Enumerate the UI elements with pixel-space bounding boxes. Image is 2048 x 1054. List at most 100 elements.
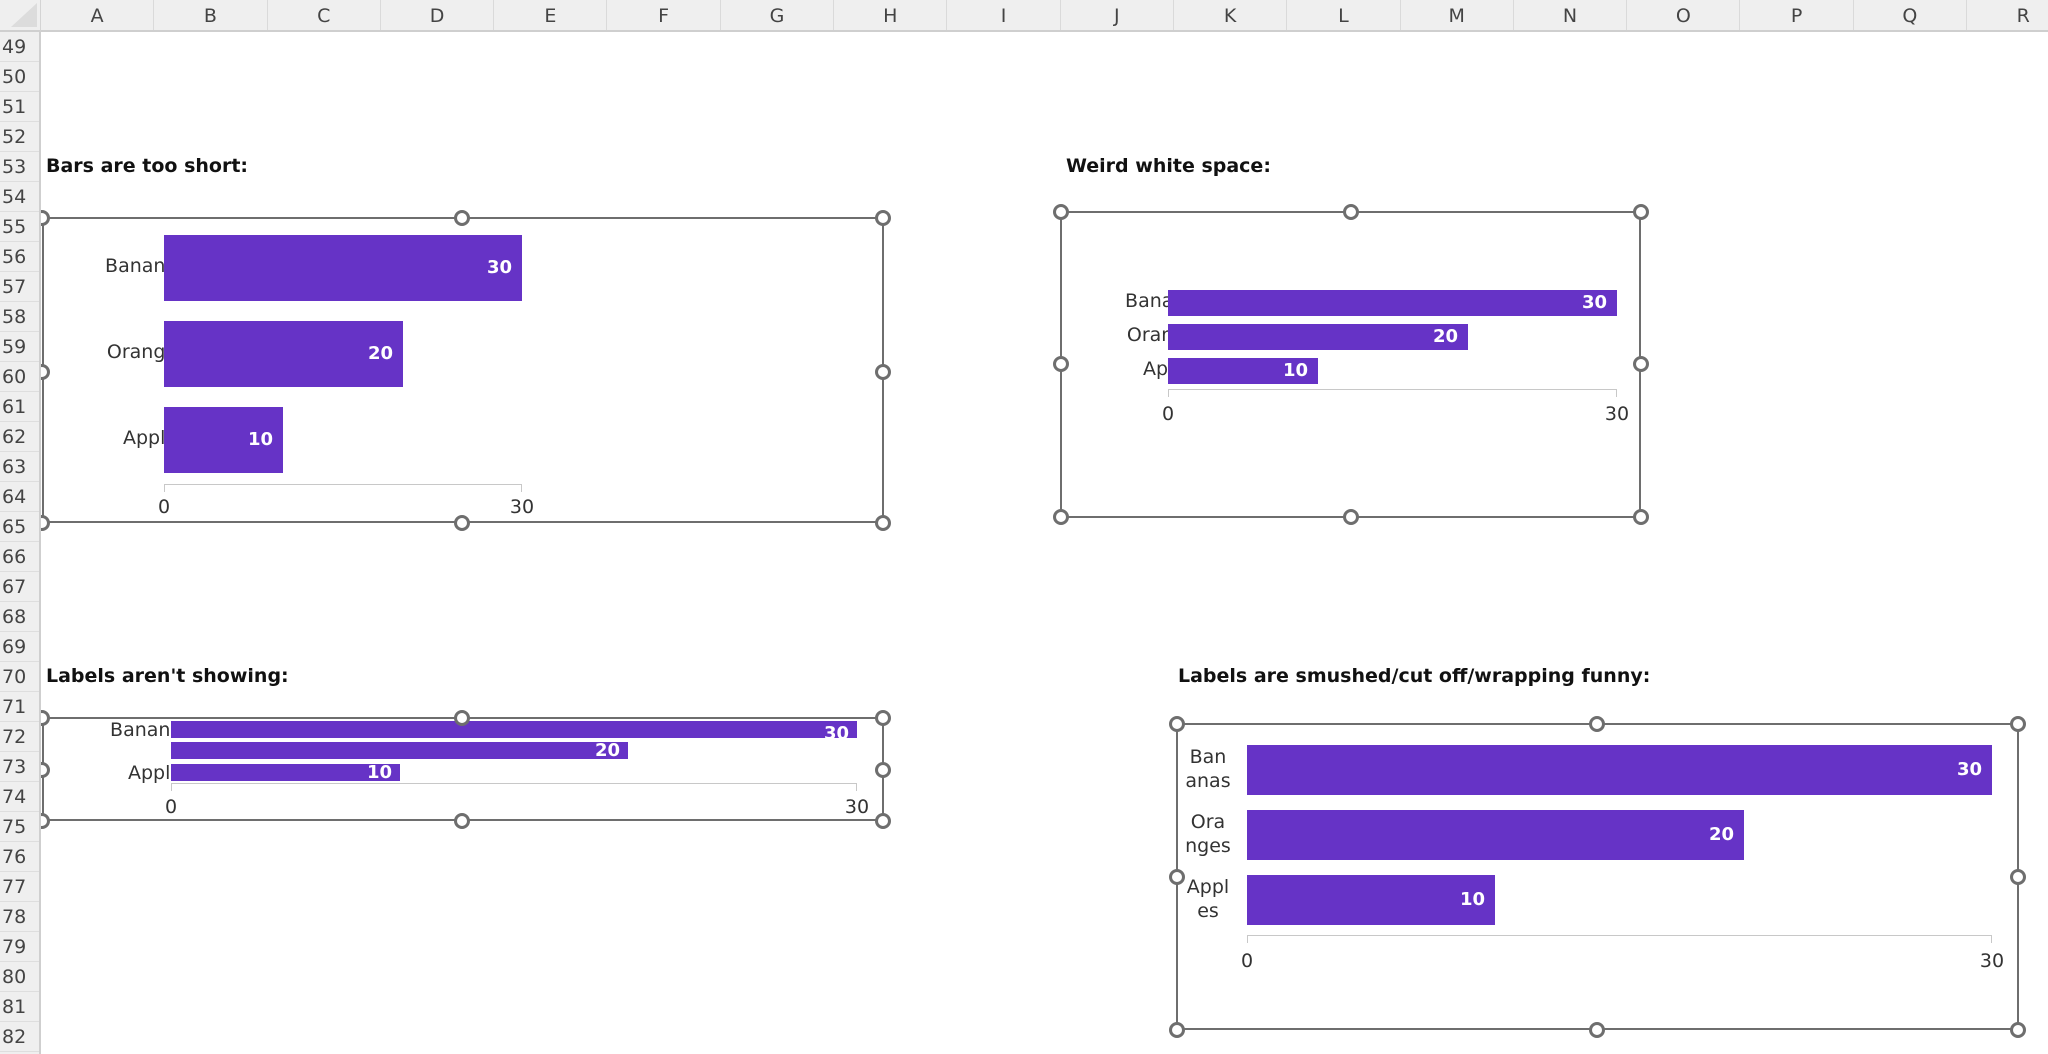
resize-handle-top-left[interactable] bbox=[1053, 204, 1069, 220]
row-header[interactable]: 71 bbox=[0, 692, 39, 722]
chart-4-frame[interactable]: Ban anas Ora nges Appl es 30 20 10 0 30 bbox=[1176, 723, 2019, 1030]
chart-3-frame[interactable]: Bananas Apples 30 20 10 0 30 bbox=[42, 717, 884, 821]
resize-handle-top-left[interactable] bbox=[41, 710, 50, 726]
row-header[interactable]: 74 bbox=[0, 782, 39, 812]
row-header[interactable]: 81 bbox=[0, 992, 39, 1022]
chart-2-bar-bananas[interactable]: 30 bbox=[1168, 290, 1617, 316]
resize-handle-top[interactable] bbox=[454, 710, 470, 726]
row-header[interactable]: 64 bbox=[0, 482, 39, 512]
resize-handle-top-right[interactable] bbox=[2010, 716, 2026, 732]
chart-2-bar-apples[interactable]: 10 bbox=[1168, 358, 1318, 384]
resize-handle-bottom-left[interactable] bbox=[1169, 1022, 1185, 1038]
column-header-o[interactable]: O bbox=[1627, 0, 1741, 30]
resize-handle-bottom[interactable] bbox=[1589, 1022, 1605, 1038]
chart-1-frame[interactable]: Bananas Oranges Apples 30 20 10 0 30 bbox=[42, 217, 884, 523]
row-header[interactable]: 52 bbox=[0, 122, 39, 152]
row-header[interactable]: 78 bbox=[0, 902, 39, 932]
chart-4-bar-oranges[interactable]: 20 bbox=[1247, 810, 1744, 860]
resize-handle-bottom-left[interactable] bbox=[41, 515, 50, 531]
row-header[interactable]: 82 bbox=[0, 1022, 39, 1052]
row-header[interactable]: 77 bbox=[0, 872, 39, 902]
row-header[interactable]: 63 bbox=[0, 452, 39, 482]
resize-handle-right[interactable] bbox=[875, 364, 891, 380]
row-header[interactable]: 58 bbox=[0, 302, 39, 332]
column-header-p[interactable]: P bbox=[1740, 0, 1854, 30]
chart-3-bar-apples[interactable]: 10 bbox=[171, 764, 400, 781]
resize-handle-right[interactable] bbox=[875, 762, 891, 778]
row-header[interactable]: 62 bbox=[0, 422, 39, 452]
column-header-a[interactable]: A bbox=[41, 0, 155, 30]
row-header[interactable]: 61 bbox=[0, 392, 39, 422]
row-header[interactable]: 80 bbox=[0, 962, 39, 992]
row-header[interactable]: 53 bbox=[0, 152, 39, 182]
row-header[interactable]: 57 bbox=[0, 272, 39, 302]
row-header[interactable]: 60 bbox=[0, 362, 39, 392]
column-header-b[interactable]: B bbox=[154, 0, 268, 30]
resize-handle-left[interactable] bbox=[1169, 869, 1185, 885]
row-header[interactable]: 68 bbox=[0, 602, 39, 632]
row-header[interactable]: 67 bbox=[0, 572, 39, 602]
resize-handle-top[interactable] bbox=[454, 210, 470, 226]
resize-handle-bottom-left[interactable] bbox=[41, 813, 50, 829]
row-header[interactable]: 66 bbox=[0, 542, 39, 572]
chart-4-bar-apples[interactable]: 10 bbox=[1247, 875, 1495, 925]
resize-handle-top-right[interactable] bbox=[875, 210, 891, 226]
resize-handle-top-right[interactable] bbox=[1633, 204, 1649, 220]
resize-handle-top-right[interactable] bbox=[875, 710, 891, 726]
column-header-q[interactable]: Q bbox=[1854, 0, 1968, 30]
row-header[interactable]: 49 bbox=[0, 32, 39, 62]
chart-3-bar-oranges[interactable]: 20 bbox=[171, 742, 628, 759]
chart-1-bar-oranges[interactable]: 20 bbox=[164, 321, 403, 387]
column-header-i[interactable]: I bbox=[947, 0, 1061, 30]
row-header[interactable]: 59 bbox=[0, 332, 39, 362]
column-header-g[interactable]: G bbox=[721, 0, 835, 30]
row-header[interactable]: 72 bbox=[0, 722, 39, 752]
column-header-m[interactable]: M bbox=[1401, 0, 1514, 30]
resize-handle-bottom-right[interactable] bbox=[875, 813, 891, 829]
chart-1-bar-apples[interactable]: 10 bbox=[164, 407, 283, 473]
resize-handle-bottom-right[interactable] bbox=[1633, 509, 1649, 525]
resize-handle-left[interactable] bbox=[41, 762, 50, 778]
row-header[interactable]: 55 bbox=[0, 212, 39, 242]
row-header[interactable]: 65 bbox=[0, 512, 39, 542]
resize-handle-top[interactable] bbox=[1343, 204, 1359, 220]
row-header[interactable]: 73 bbox=[0, 752, 39, 782]
column-header-e[interactable]: E bbox=[494, 0, 608, 30]
row-header[interactable]: 69 bbox=[0, 632, 39, 662]
chart-2-bar-oranges[interactable]: 20 bbox=[1168, 324, 1468, 350]
resize-handle-left[interactable] bbox=[1053, 356, 1069, 372]
resize-handle-bottom[interactable] bbox=[1343, 509, 1359, 525]
row-header[interactable]: 50 bbox=[0, 62, 39, 92]
resize-handle-top[interactable] bbox=[1589, 716, 1605, 732]
row-header[interactable]: 75 bbox=[0, 812, 39, 842]
chart-3-bar-bananas[interactable]: 30 bbox=[171, 721, 857, 738]
row-header[interactable]: 54 bbox=[0, 182, 39, 212]
column-header-n[interactable]: N bbox=[1514, 0, 1628, 30]
resize-handle-bottom-right[interactable] bbox=[875, 515, 891, 531]
resize-handle-left[interactable] bbox=[41, 364, 50, 380]
column-header-k[interactable]: K bbox=[1174, 0, 1288, 30]
row-header[interactable]: 79 bbox=[0, 932, 39, 962]
row-header[interactable]: 51 bbox=[0, 92, 39, 122]
row-header[interactable]: 76 bbox=[0, 842, 39, 872]
chart-4-bar-bananas[interactable]: 30 bbox=[1247, 745, 1992, 795]
resize-handle-top-left[interactable] bbox=[41, 210, 50, 226]
column-header-r[interactable]: R bbox=[1967, 0, 2048, 30]
resize-handle-right[interactable] bbox=[1633, 356, 1649, 372]
row-header[interactable]: 70 bbox=[0, 662, 39, 692]
chart-2-frame[interactable]: Bananas Oranges Apples 30 20 10 0 30 bbox=[1060, 211, 1641, 518]
row-header[interactable]: 56 bbox=[0, 242, 39, 272]
column-header-j[interactable]: J bbox=[1061, 0, 1174, 30]
column-header-c[interactable]: C bbox=[268, 0, 381, 30]
resize-handle-top-left[interactable] bbox=[1169, 716, 1185, 732]
resize-handle-right[interactable] bbox=[2010, 869, 2026, 885]
column-header-l[interactable]: L bbox=[1287, 0, 1401, 30]
column-header-f[interactable]: F bbox=[607, 0, 721, 30]
resize-handle-bottom-left[interactable] bbox=[1053, 509, 1069, 525]
resize-handle-bottom[interactable] bbox=[454, 515, 470, 531]
column-header-h[interactable]: H bbox=[834, 0, 948, 30]
resize-handle-bottom[interactable] bbox=[454, 813, 470, 829]
resize-handle-bottom-right[interactable] bbox=[2010, 1022, 2026, 1038]
chart-1-bar-bananas[interactable]: 30 bbox=[164, 235, 522, 301]
select-all-corner[interactable] bbox=[0, 0, 41, 32]
